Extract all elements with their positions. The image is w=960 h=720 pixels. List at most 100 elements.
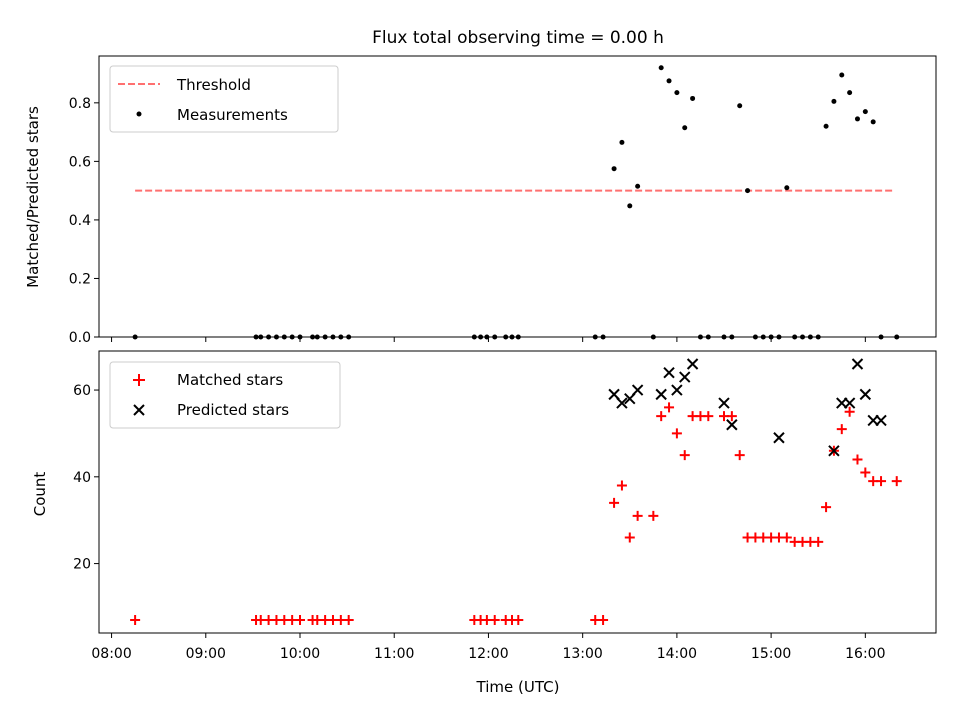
legend-measurements-label: Measurements [177, 106, 288, 124]
top-y-tick-label: 0.2 [69, 271, 91, 287]
measurement-point [839, 72, 845, 78]
measurement-point [721, 334, 727, 340]
matched-point [648, 510, 659, 521]
measurement-point [619, 139, 625, 145]
legend-matched-label: Matched stars [177, 371, 283, 389]
legend-measurements-swatch [136, 111, 142, 117]
matched-point [598, 614, 609, 625]
bottom-y-tick-label: 40 [73, 470, 91, 486]
predicted-point [686, 358, 699, 370]
measurement-point [611, 166, 617, 172]
legend-threshold-label: Threshold [176, 76, 251, 94]
top-y-tick-label: 0.4 [69, 213, 91, 229]
bottom-x-tick-label: 14:00 [657, 646, 697, 662]
bottom-x-tick-label: 16:00 [845, 646, 885, 662]
predicted-point [663, 366, 675, 379]
matched-point [781, 532, 792, 543]
top-legend: Threshold Measurements [109, 65, 339, 133]
measurement-point [258, 334, 264, 340]
predicted-points [608, 358, 887, 457]
measurement-point [132, 334, 138, 340]
measurement-point [266, 334, 272, 340]
measurement-point [800, 334, 806, 340]
matched-point [852, 454, 863, 465]
matched-point [609, 497, 620, 508]
measurement-point [666, 78, 672, 84]
measurement-point [894, 334, 900, 340]
matched-point [726, 411, 737, 422]
measurement-point [471, 334, 477, 340]
bottom-x-tick-label: 08:00 [91, 646, 131, 662]
bottom-legend: Matched stars Predicted stars [109, 361, 341, 429]
measurement-point [650, 334, 656, 340]
legend-matched-swatch [133, 374, 145, 386]
measurement-point [253, 334, 259, 340]
measurement-point [509, 334, 515, 340]
top-legend-box [109, 65, 339, 133]
matched-point [656, 411, 667, 422]
predicted-point [679, 371, 691, 383]
measurement-point [854, 116, 860, 122]
bottom-x-tick-label: 11:00 [374, 646, 414, 662]
measurement-point [878, 334, 884, 340]
bottom-y-axis-label: Count [31, 472, 49, 517]
matched-point [671, 428, 682, 439]
bottom-y-tick-label: 60 [73, 383, 91, 399]
matched-point [632, 510, 643, 521]
measurement-point [503, 334, 509, 340]
measurement-point [705, 334, 711, 340]
measurement-point [281, 334, 287, 340]
measurement-point [289, 334, 295, 340]
measurement-point [697, 334, 703, 340]
matched-point [343, 614, 354, 625]
predicted-point [773, 432, 785, 444]
measurement-point [322, 334, 328, 340]
measurement-point [768, 334, 774, 340]
legend-predicted-label: Predicted stars [177, 401, 289, 419]
measurement-point [314, 334, 320, 340]
measurement-point [752, 334, 758, 340]
bottom-x-ticks: 08:00 09:00 10:00 11:00 12:00 13:00 14:00 15:00… [91, 633, 886, 662]
measurement-point [273, 334, 279, 340]
measurement-point [784, 185, 790, 191]
measurement-point [600, 334, 606, 340]
measurement-point [862, 109, 868, 115]
matched-point [679, 450, 690, 461]
measurement-point [682, 125, 688, 131]
matched-point [836, 424, 847, 435]
bottom-y-ticks: 20 40 60 [73, 383, 99, 573]
measurement-point [515, 334, 521, 340]
matched-point [891, 476, 902, 487]
matched-point [489, 614, 500, 625]
legend-predicted-swatch [133, 404, 145, 416]
measurement-point [831, 98, 837, 104]
measurement-point [870, 119, 876, 125]
matched-point [513, 614, 524, 625]
matched-point [616, 480, 627, 491]
bottom-x-tick-label: 13:00 [562, 646, 602, 662]
measurement-point [484, 334, 490, 340]
measurement-point [330, 334, 336, 340]
predicted-point [718, 397, 730, 409]
predicted-point [843, 397, 856, 409]
matched-point [703, 411, 714, 422]
measurement-point [310, 334, 316, 340]
matched-point [130, 614, 141, 625]
measurement-point [658, 65, 664, 71]
bottom-x-tick-label: 15:00 [751, 646, 791, 662]
predicted-point [859, 388, 872, 401]
measurement-points [132, 65, 900, 340]
predicted-point [616, 397, 628, 409]
measurement-point [674, 90, 680, 96]
matched-point [734, 450, 745, 461]
top-y-tick-label: 0.6 [69, 154, 91, 170]
matched-points [130, 402, 902, 625]
measurement-point [807, 334, 813, 340]
measurement-point [478, 334, 484, 340]
measurement-point [760, 334, 766, 340]
bottom-x-tick-label: 12:00 [468, 646, 508, 662]
bottom-x-tick-label: 09:00 [186, 646, 226, 662]
matched-point [821, 502, 832, 513]
measurement-point [815, 334, 821, 340]
